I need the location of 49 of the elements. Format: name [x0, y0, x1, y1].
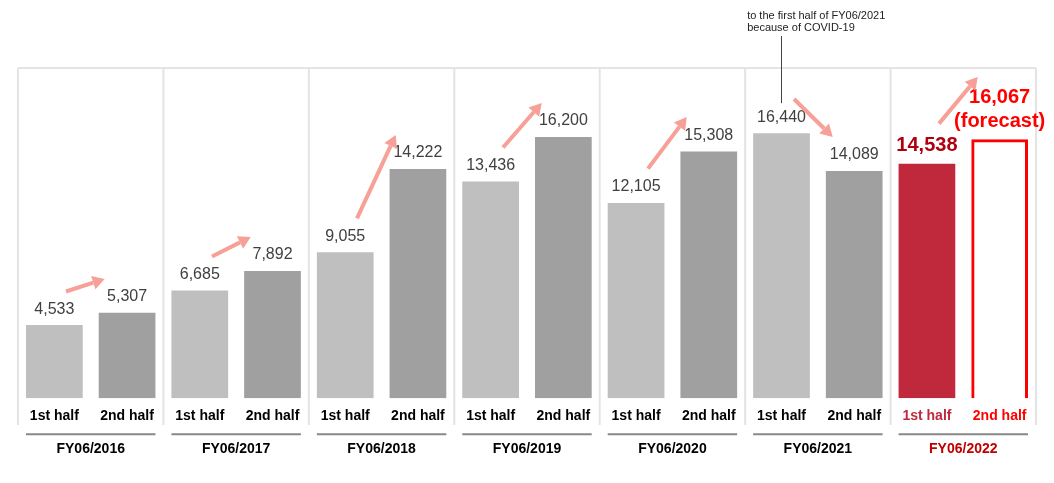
bar [535, 137, 592, 399]
x-tick-label: 1st half [756, 407, 807, 424]
x-tick-label: 1st half [175, 407, 225, 424]
x-tick-label: 2nd half [245, 407, 300, 424]
data-label: 6,685 [179, 264, 220, 282]
x-tick-label: 1st half [29, 407, 80, 424]
bar [825, 171, 883, 399]
bar [607, 203, 665, 399]
text: to the first half of FY06/2021 because of COVID-19 [747, 8, 886, 33]
bar [244, 270, 301, 399]
data-label: 16,440 [757, 107, 807, 125]
x-tick-label: 2nd half [681, 407, 736, 424]
x-tick-label: 2nd half [536, 407, 591, 424]
data-label: 9,055 [325, 226, 366, 244]
data-label: 13,436 [466, 155, 516, 173]
x-tick-label: 1st half [611, 407, 661, 424]
x-tick-label: 1st half [466, 407, 516, 424]
data-label: 12,105 [611, 177, 661, 195]
text: FY06/2019 [492, 440, 562, 457]
bar [171, 290, 229, 399]
x-tick-label: 2nd half [972, 407, 1027, 424]
data-label: 16,067 (forecast) [954, 84, 1046, 131]
data-label: 7,892 [252, 245, 293, 263]
data-label: 14,089 [829, 145, 879, 163]
text: FY06/2022 [929, 440, 998, 457]
data-label: 14,538 [896, 133, 958, 156]
bar [389, 168, 447, 399]
x-tick-label: 1st half [320, 407, 371, 424]
data-label: 5,307 [107, 287, 148, 305]
data-label: 16,200 [538, 111, 588, 129]
bar [462, 181, 519, 399]
bar [898, 163, 956, 399]
bar [98, 312, 156, 399]
text: FY06/2020 [638, 440, 707, 457]
text: FY06/2018 [347, 440, 417, 457]
x-tick-label: 2nd half [827, 407, 882, 424]
text: FY06/2021 [783, 440, 853, 457]
bar [680, 151, 738, 399]
data-label: 14,222 [393, 143, 443, 161]
text: FY06/2016 [56, 440, 126, 457]
bar [316, 252, 374, 399]
data-label: 4,533 [34, 299, 75, 317]
x-tick-label: 2nd half [100, 407, 155, 424]
x-tick-label: 2nd half [391, 407, 446, 424]
bar [26, 325, 83, 399]
data-label: 15,308 [684, 125, 734, 143]
bar [753, 133, 810, 399]
x-tick-label: 1st half [902, 407, 952, 424]
text: FY06/2017 [201, 440, 271, 457]
